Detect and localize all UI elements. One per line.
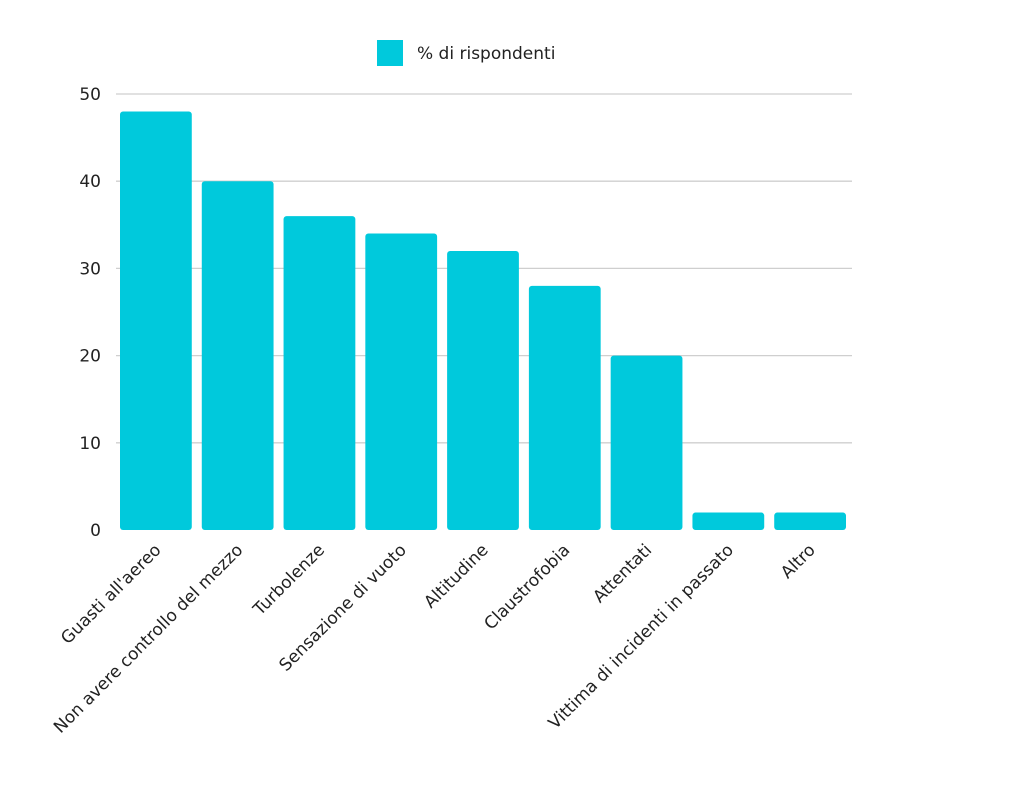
bar bbox=[365, 233, 438, 530]
y-tick-label: 10 bbox=[79, 434, 101, 454]
bars bbox=[120, 111, 846, 530]
y-tick-label: 20 bbox=[79, 347, 101, 367]
y-axis: 0 10 20 30 40 50 bbox=[79, 85, 101, 541]
y-tick-label: 50 bbox=[79, 85, 101, 105]
x-tick-label: Claustrofobia bbox=[481, 540, 575, 634]
y-tick-label: 40 bbox=[79, 172, 101, 192]
legend-label: % di rispondenti bbox=[417, 44, 555, 64]
bar bbox=[610, 355, 683, 530]
bar bbox=[201, 181, 274, 530]
y-tick-label: 30 bbox=[79, 259, 101, 279]
bar bbox=[447, 250, 519, 530]
y-tick-label: 0 bbox=[90, 521, 101, 541]
bar bbox=[120, 111, 192, 530]
bar bbox=[528, 285, 601, 530]
x-tick-label: Attentati bbox=[589, 540, 656, 607]
bar bbox=[774, 512, 846, 530]
x-tick-label: Altitudine bbox=[420, 540, 492, 612]
x-tick-label: Altro bbox=[777, 540, 819, 582]
legend: % di rispondenti bbox=[377, 40, 555, 66]
bar bbox=[283, 216, 356, 530]
x-tick-label: Turbolenze bbox=[249, 540, 329, 620]
bar bbox=[692, 512, 765, 530]
legend-swatch bbox=[377, 40, 403, 66]
x-tick-label: Vittima di incidenti in passato bbox=[545, 540, 738, 733]
